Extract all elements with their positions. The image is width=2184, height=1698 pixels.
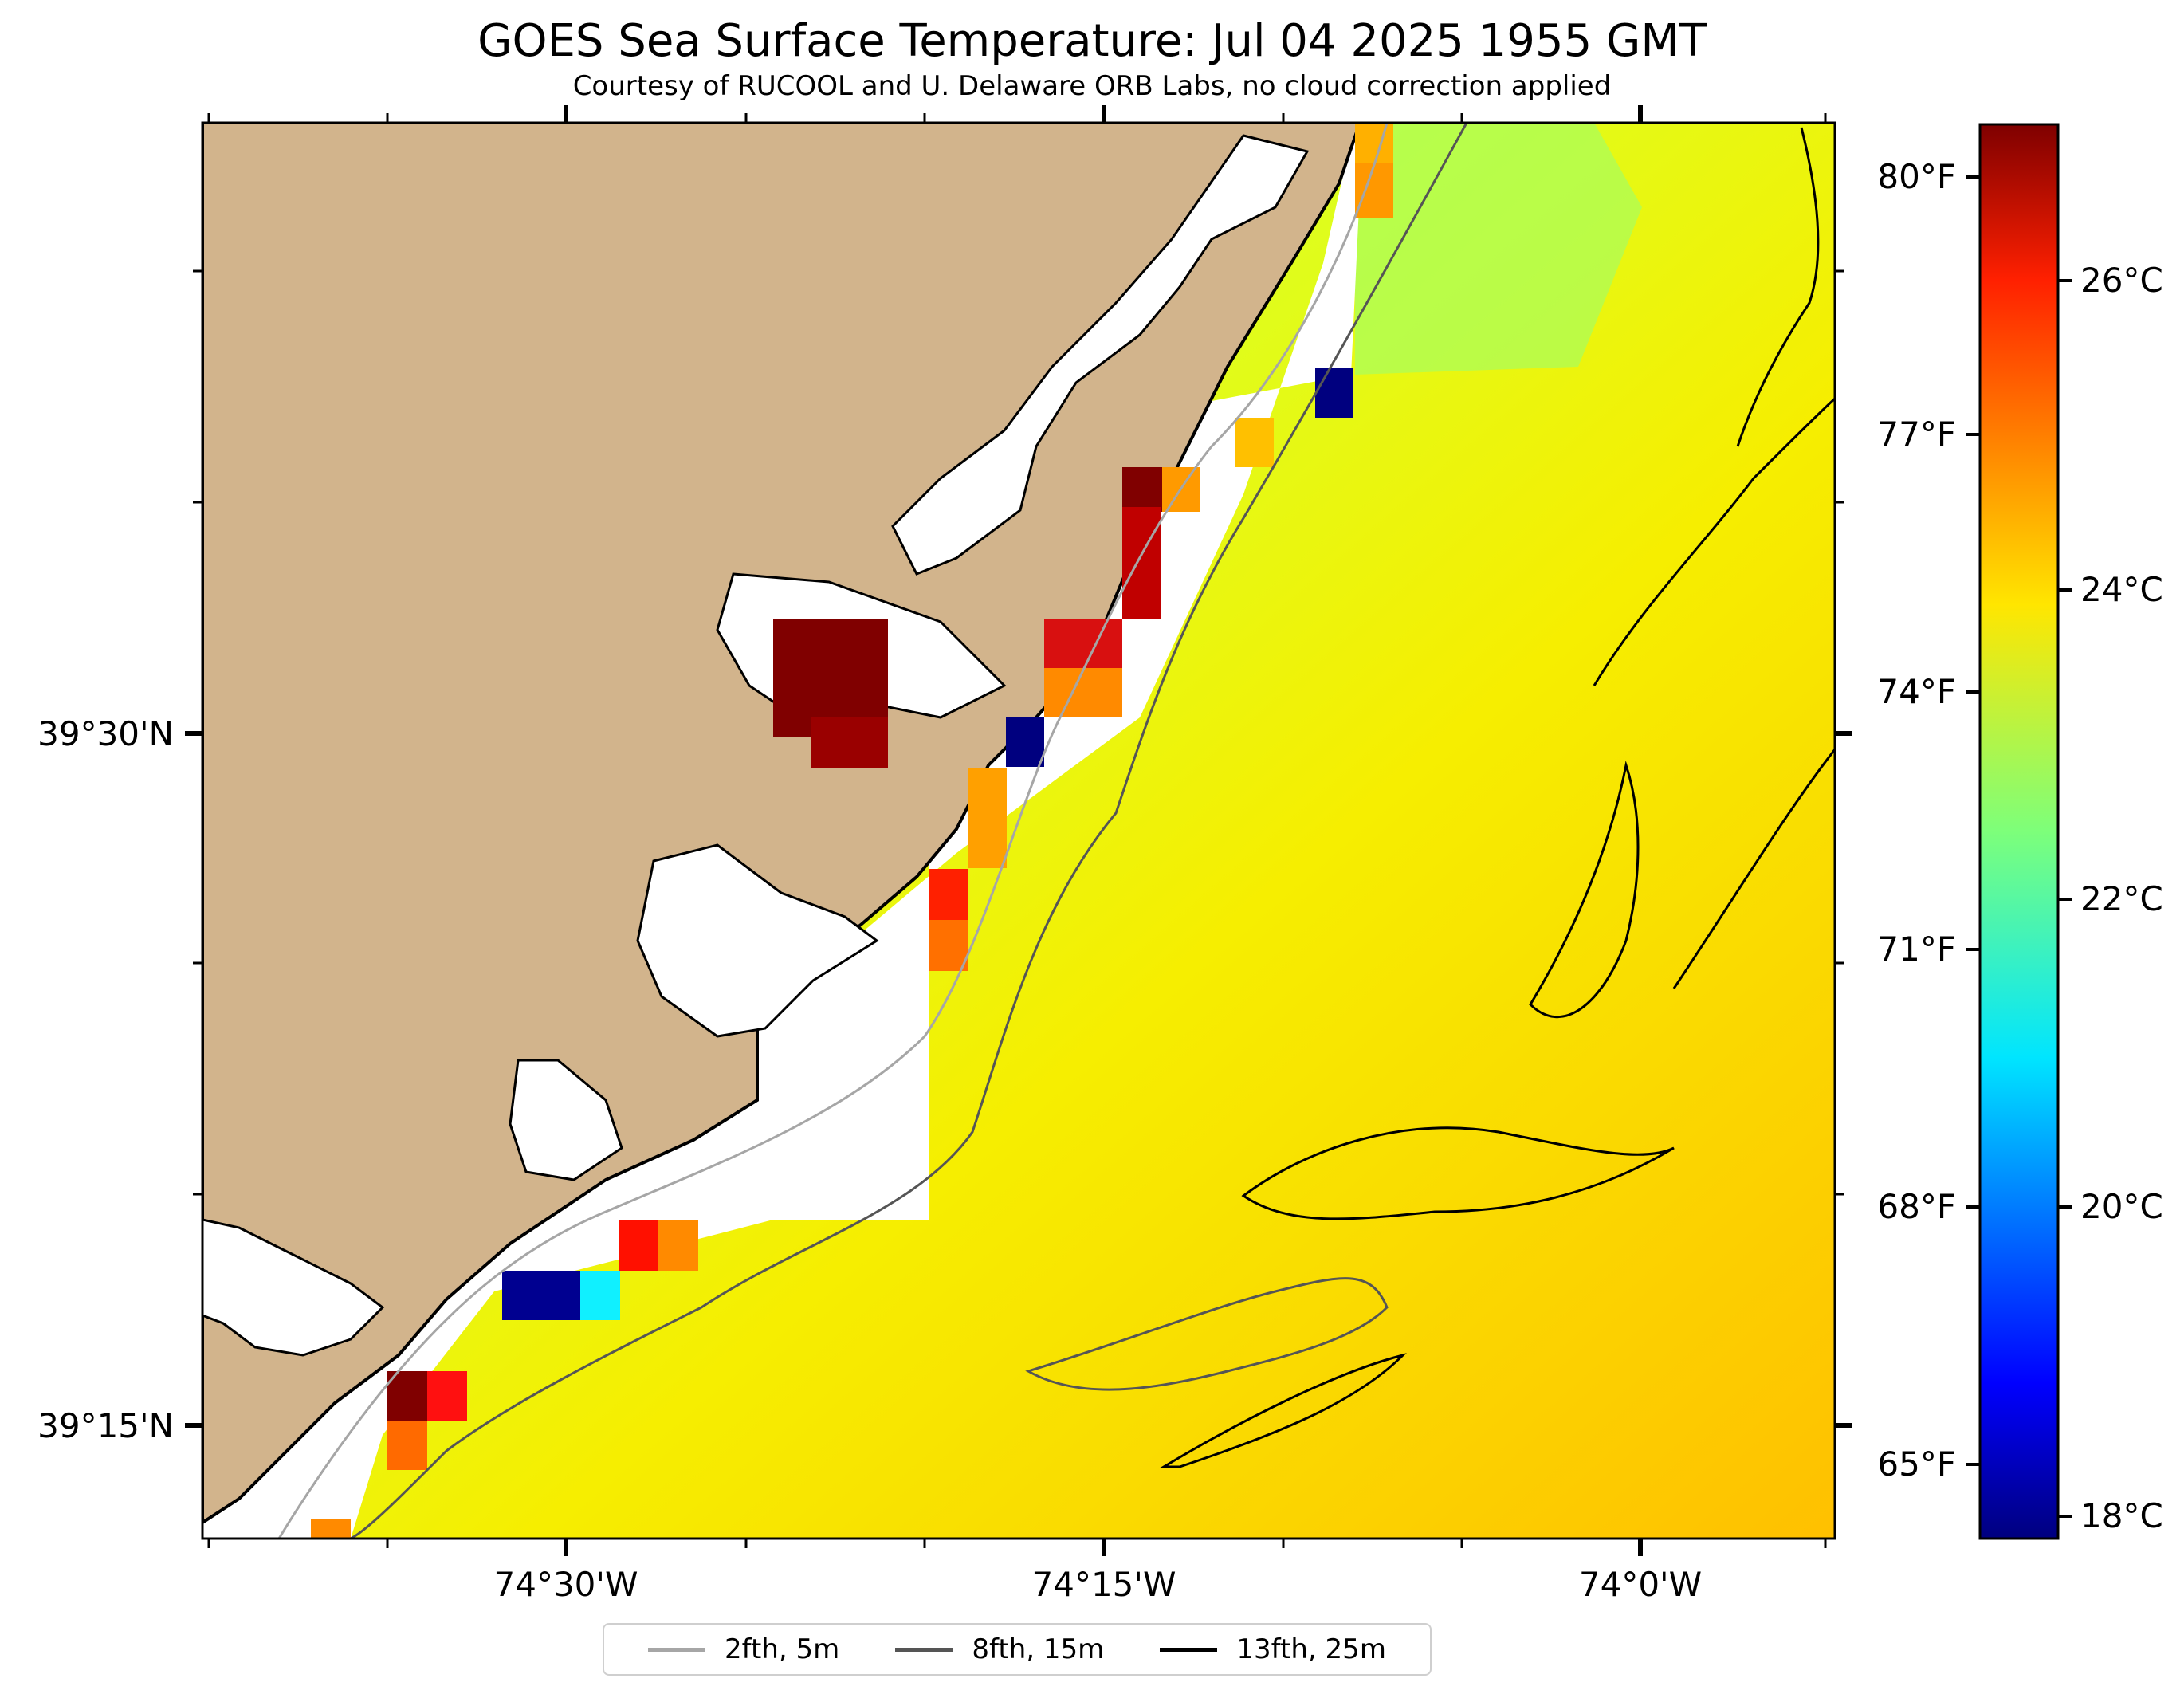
cold-pixel xyxy=(1315,368,1353,418)
warm-pixel-block xyxy=(811,717,888,768)
map-panel xyxy=(202,123,1835,1539)
isobath-8fth xyxy=(350,123,1468,1539)
cold-pixel xyxy=(580,1271,620,1320)
map-title: GOES Sea Surface Temperature: Jul 04 202… xyxy=(477,15,1707,67)
isobath-8fth-shoal xyxy=(1025,1277,1389,1391)
legend-line-icon xyxy=(648,1647,706,1652)
warm-pixel xyxy=(929,869,968,920)
warm-pixel xyxy=(619,1220,658,1271)
warm-pixel xyxy=(427,1371,467,1421)
legend-line-icon xyxy=(895,1647,953,1652)
colorbar-celsius-label: 26°C xyxy=(2080,261,2163,300)
y-tick-label: 39°15'N xyxy=(37,1406,174,1445)
warm-pixel xyxy=(658,1220,698,1271)
isobath-13fth xyxy=(1241,1126,1675,1220)
warm-pixel-block xyxy=(1044,619,1122,668)
warm-pixel xyxy=(387,1371,427,1421)
warm-pixel-block xyxy=(1044,668,1122,717)
back-bay xyxy=(891,134,1310,576)
colorbar-celsius-label: 22°C xyxy=(2080,879,2163,918)
warm-pixel-block xyxy=(1122,507,1161,619)
legend-item-2fth: 2fth, 5m xyxy=(648,1633,839,1665)
legend-item-13fth: 13fth, 25m xyxy=(1160,1633,1386,1665)
y-major-ticks xyxy=(185,731,1852,1428)
legend-label: 2fth, 5m xyxy=(725,1633,840,1665)
colorbar-fahrenheit-label: 71°F xyxy=(1877,930,1956,969)
colorbar-celsius-label: 20°C xyxy=(2080,1187,2163,1226)
colorbar-celsius-label: 24°C xyxy=(2080,570,2163,609)
isobath-13fth xyxy=(1736,127,1820,447)
colorbar-fahrenheit-label: 77°F xyxy=(1877,415,1956,454)
colorbar-celsius-label: 18°C xyxy=(2080,1496,2163,1535)
x-tick-label: 74°15'W xyxy=(1032,1565,1176,1604)
warm-pixel-block xyxy=(968,768,1007,868)
southern-bay xyxy=(509,1059,623,1181)
colorbar-fahrenheit-ticks xyxy=(1966,175,1980,1466)
warm-pixel xyxy=(311,1519,351,1539)
isobath-13fth xyxy=(1672,749,1835,989)
isobath-13fth xyxy=(1159,1353,1407,1468)
map-frame xyxy=(201,121,1836,1540)
legend-label: 13fth, 25m xyxy=(1236,1633,1386,1665)
cool-water-patch xyxy=(1355,123,1642,375)
colorbar-fahrenheit-label: 65°F xyxy=(1877,1444,1956,1484)
marsh-bay xyxy=(636,843,879,1038)
isobath-13fth xyxy=(1593,397,1835,686)
cold-pixel xyxy=(1006,717,1044,767)
legend-line-icon xyxy=(1160,1647,1218,1652)
map-subtitle: Courtesy of RUCOOL and U. Delaware ORB L… xyxy=(572,70,1612,102)
x-tick-label: 74°0'W xyxy=(1579,1565,1702,1604)
warm-pixel-block xyxy=(773,619,888,737)
colorbar xyxy=(1978,123,2060,1540)
warm-pixel xyxy=(1235,418,1274,467)
warm-pixel xyxy=(1355,163,1393,218)
colorbar-fahrenheit-label: 68°F xyxy=(1877,1187,1956,1226)
y-minor-ticks xyxy=(193,269,1844,1196)
warm-pixel xyxy=(929,920,968,971)
isobath-2fth xyxy=(277,123,1389,1539)
x-tick-label: 74°30'W xyxy=(494,1565,638,1604)
x-minor-ticks xyxy=(207,113,1827,1548)
colorbar-fahrenheit-label: 80°F xyxy=(1877,157,1956,196)
cold-pixel-block xyxy=(502,1271,580,1320)
legend-item-8fth: 8fth, 15m xyxy=(895,1633,1104,1665)
colorbar-fahrenheit-label: 74°F xyxy=(1877,672,1956,711)
legend: 2fth, 5m 8fth, 15m 13fth, 25m xyxy=(603,1623,1432,1676)
colorbar-celsius-ticks xyxy=(2058,279,2072,1518)
legend-label: 8fth, 15m xyxy=(972,1633,1105,1665)
isobath-13fth xyxy=(1529,761,1640,1019)
x-major-ticks xyxy=(564,105,1643,1556)
warm-pixel xyxy=(387,1421,427,1470)
cape-bay xyxy=(202,1218,385,1357)
y-tick-label: 39°30'N xyxy=(37,714,174,753)
